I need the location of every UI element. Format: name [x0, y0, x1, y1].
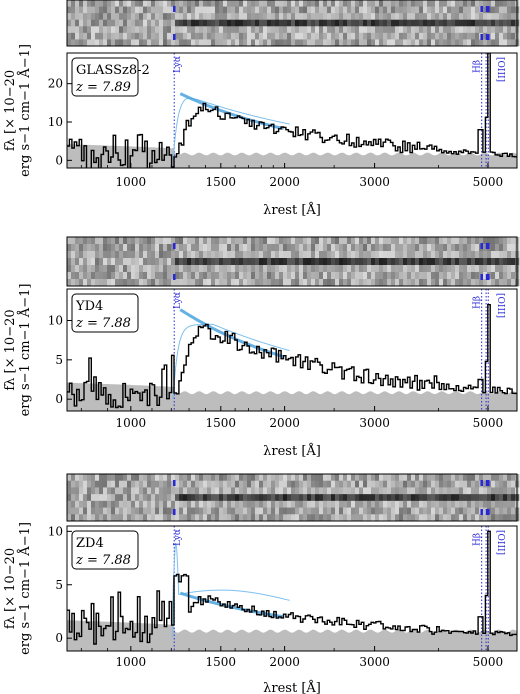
x-axis-title: λrest [Å] — [263, 443, 321, 459]
line-label-lya: Lyα — [173, 292, 183, 309]
spectrum-panel-zd4: 0 5 10 1000 1500 2000 3000 5000 Lyα Hβ [OIII] ZD4 z … — [3, 473, 520, 694]
y-tick-label: 10 — [48, 115, 63, 129]
slit-marker-top — [173, 243, 176, 249]
y-axis-title-line2: erg s−1 cm−1 Å−1] — [17, 284, 33, 417]
y-tick-label: 0 — [55, 153, 63, 167]
slit-marker-bottom — [480, 509, 483, 515]
spectrum-2d-strip — [66, 473, 520, 522]
x-tick-label: 1500 — [206, 175, 237, 189]
spectrum-panel-yd4: 0 5 10 1000 1500 2000 3000 5000 Lyα Hβ [OIII] YD4 z … — [3, 236, 520, 459]
x-tick-label: 2000 — [269, 416, 300, 430]
model-curve — [171, 323, 290, 400]
redshift-label: z = 7.88 — [75, 316, 131, 331]
object-name: ZD4 — [76, 536, 104, 551]
line-label-oiii: [OIII] — [495, 57, 505, 82]
slit-marker-top — [173, 480, 176, 486]
x-tick-label: 1000 — [116, 416, 147, 430]
slit-marker-top — [480, 6, 483, 12]
x-tick-label: 3000 — [359, 655, 390, 669]
plot-frame — [66, 525, 518, 652]
plot-frame — [66, 52, 518, 169]
x-tick-label: 5000 — [473, 416, 504, 430]
observed-spectrum — [67, 530, 517, 645]
plot-frame — [66, 288, 518, 412]
redshift-label: z = 7.89 — [75, 80, 131, 95]
slit-marker-top — [487, 243, 490, 249]
x-tick-label: 1000 — [116, 175, 147, 189]
y-tick-label: 5 — [55, 353, 63, 367]
noise-region — [67, 144, 517, 168]
slit-marker-bottom — [487, 509, 490, 515]
y-tick-label: 10 — [48, 313, 63, 327]
spectrum-plot-area — [67, 526, 517, 651]
strip-frame — [66, 473, 518, 522]
spectrum-2d-strip — [66, 236, 520, 287]
spectrum-plot-area — [67, 53, 517, 168]
y-axis-title-line2: erg s−1 cm−1 Å−1] — [17, 522, 33, 655]
x-tick-label: 1500 — [206, 655, 237, 669]
slit-marker-bottom — [487, 34, 490, 40]
line-label-lya: Lyα — [173, 529, 183, 546]
y-tick-label: 5 — [55, 578, 63, 592]
line-label-oiii: [OIII] — [495, 293, 505, 318]
x-axis-title: λrest [Å] — [263, 202, 321, 218]
y-tick-label: 10 — [48, 524, 63, 538]
slit-marker-bottom — [480, 34, 483, 40]
y-axis-title-line1: fλ [× 10−20 — [3, 309, 18, 390]
object-label-box — [71, 57, 139, 97]
model-curve — [171, 97, 290, 161]
redshift-label: z = 7.88 — [75, 553, 131, 568]
line-label-oiii: [OIII] — [495, 530, 505, 555]
slit-marker-bottom — [173, 274, 176, 280]
slit-marker-top — [480, 243, 483, 249]
y-axis-title-line1: fλ [× 10−20 — [3, 70, 18, 151]
x-tick-label: 5000 — [473, 655, 504, 669]
strip-frame — [66, 236, 518, 287]
spectrum-panel-glassz8-2: 0 10 20 1000 1500 2000 3000 5000 Lyα Hβ [OIII] GLAS… — [3, 0, 520, 218]
noise-region — [67, 382, 517, 411]
slit-marker-bottom — [173, 34, 176, 40]
x-tick-label: 2000 — [269, 655, 300, 669]
line-label-hbeta: Hβ — [473, 60, 483, 73]
model-curve — [171, 543, 290, 639]
y-axis-title-line1: fλ [× 10−20 — [3, 548, 18, 629]
slit-marker-top — [487, 480, 490, 486]
line-label-hbeta: Hβ — [473, 533, 483, 546]
strip-frame — [66, 0, 518, 47]
x-tick-label: 3000 — [359, 416, 390, 430]
object-label-box — [71, 530, 139, 570]
line-label-hbeta: Hβ — [473, 296, 483, 309]
noise-region — [67, 620, 517, 651]
x-tick-label: 3000 — [359, 175, 390, 189]
spectrum-plot-area — [67, 289, 517, 411]
slit-marker-bottom — [487, 274, 490, 280]
slit-marker-bottom — [480, 274, 483, 280]
slit-marker-bottom — [173, 509, 176, 515]
object-label-box — [71, 293, 139, 333]
slit-marker-top — [480, 480, 483, 486]
x-tick-label: 1000 — [116, 655, 147, 669]
slit-marker-top — [487, 6, 490, 12]
observed-spectrum — [67, 304, 517, 409]
y-tick-label: 0 — [55, 392, 63, 406]
object-name: GLASSz8-2 — [76, 63, 150, 78]
object-name: YD4 — [75, 299, 103, 314]
x-tick-label: 1500 — [206, 416, 237, 430]
spectrum-2d-strip — [66, 0, 520, 47]
y-tick-label: 0 — [55, 631, 63, 645]
y-tick-label: 20 — [48, 77, 63, 91]
y-axis-title-line2: erg s−1 cm−1 Å−1] — [17, 44, 33, 177]
x-axis-title: λrest [Å] — [263, 680, 321, 694]
x-tick-label: 5000 — [473, 175, 504, 189]
observed-spectrum — [67, 53, 517, 168]
x-tick-label: 2000 — [269, 175, 300, 189]
slit-marker-top — [173, 6, 176, 12]
line-label-lya: Lyα — [173, 56, 183, 73]
